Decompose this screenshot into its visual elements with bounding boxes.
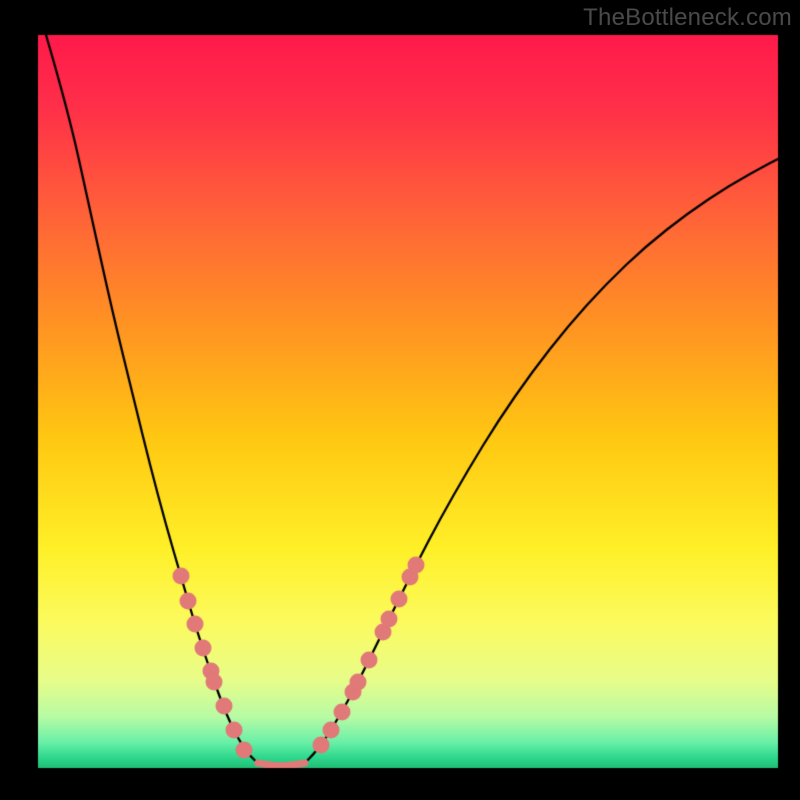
chart-root: TheBottleneck.com [0,0,800,800]
bottleneck-curve-chart [0,0,800,800]
watermark-label: TheBottleneck.com [583,4,792,32]
